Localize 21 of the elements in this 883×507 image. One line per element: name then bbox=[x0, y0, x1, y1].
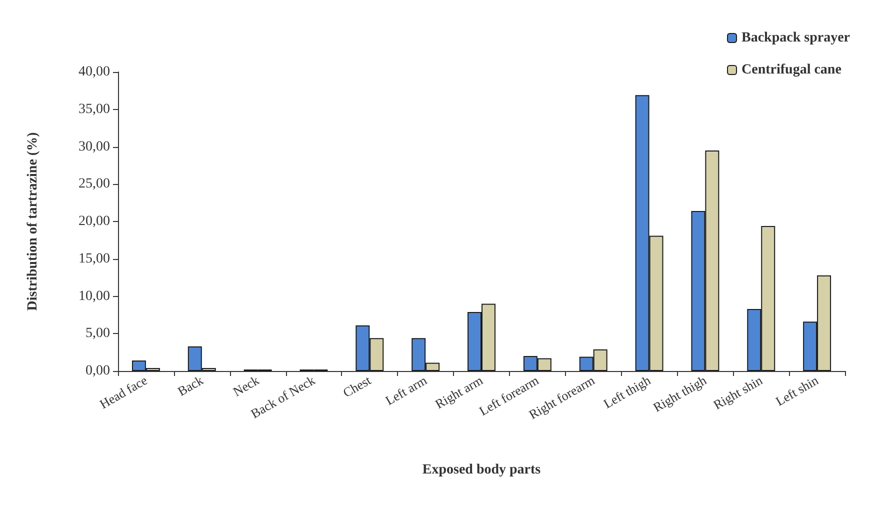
x-axis-title: Exposed body parts bbox=[422, 462, 542, 478]
x-tick-label: Left thigh bbox=[600, 372, 654, 412]
x-tick-label: Left shin bbox=[772, 372, 822, 409]
y-tick-label: 10,00 bbox=[78, 288, 110, 304]
y-tick-label: 20,00 bbox=[78, 214, 110, 229]
legend-label: Centrifugal cane bbox=[742, 62, 842, 78]
legend-label: Backpack sprayer bbox=[742, 30, 850, 46]
y-tick-label: 15,00 bbox=[78, 251, 110, 266]
x-tick-label: Right shin bbox=[710, 372, 766, 412]
y-axis-title: Distribution of tartrazine (%) bbox=[26, 132, 40, 311]
y-tick-label: 5,00 bbox=[86, 326, 110, 342]
x-tick-label: Back bbox=[175, 372, 206, 399]
x-tick-label: Chest bbox=[340, 372, 374, 400]
y-tick-label: 35,00 bbox=[78, 102, 110, 117]
x-tick-label: Right thigh bbox=[650, 372, 710, 415]
x-tick-label: Neck bbox=[230, 372, 262, 400]
x-tick-label: Left arm bbox=[382, 372, 430, 408]
y-tick-label: 0,00 bbox=[86, 364, 110, 378]
y-tick-label: 40,00 bbox=[78, 64, 110, 80]
y-tick-label: 25,00 bbox=[78, 176, 110, 192]
y-tick-label: 30,00 bbox=[78, 139, 110, 154]
